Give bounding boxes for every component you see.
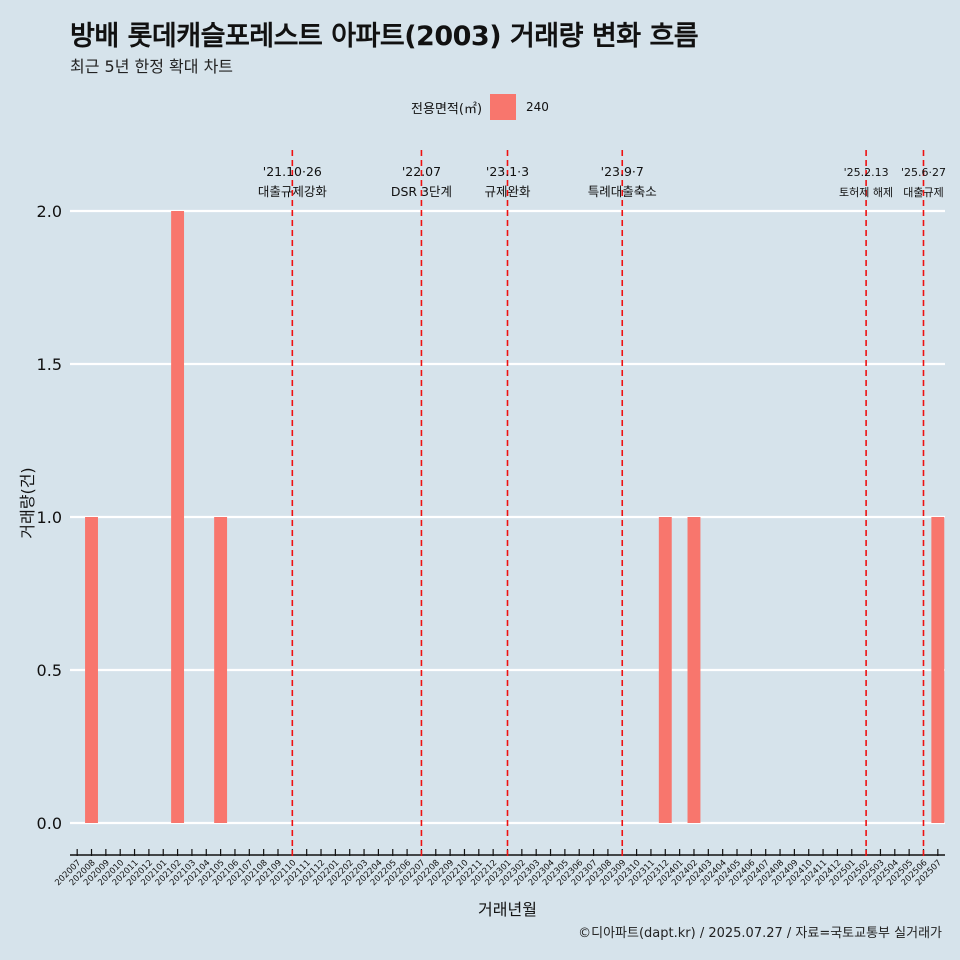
event-label: 특례대출축소 (588, 184, 657, 199)
event-date-label: '23.9·7 (601, 164, 644, 179)
event-label: 규제완화 (484, 184, 531, 199)
chart-title: 방배 롯데캐슬포레스트 아파트(2003) 거래량 변화 흐름 (70, 21, 699, 52)
event-date-label: '22.07 (402, 164, 441, 179)
source-caption: ©디아파트(dapt.kr) / 2025.07.27 / 자료=국토교통부 실… (578, 926, 942, 941)
event-label: 토허제 해제 (839, 185, 893, 199)
event-label: DSR 3단계 (391, 184, 452, 199)
legend-swatch (490, 94, 517, 120)
bar (687, 517, 701, 823)
y-axis-title: 거래량(건) (18, 467, 37, 538)
bar (931, 517, 945, 823)
bar (214, 517, 228, 823)
bar (171, 211, 185, 823)
x-axis-title: 거래년월 (478, 900, 537, 919)
event-date-label: '25.6·27 (901, 166, 946, 179)
y-tick-label: 2.0 (37, 202, 62, 221)
legend-label: 240 (526, 100, 549, 114)
event-date-label: '23.1·3 (486, 164, 529, 179)
bar (85, 517, 98, 823)
y-tick-label: 1.5 (37, 355, 62, 374)
y-tick-label: 0.0 (37, 814, 62, 833)
event-date-label: '21.10·26 (263, 164, 322, 179)
y-tick-label: 0.5 (37, 661, 62, 680)
bar (658, 517, 672, 823)
chart-subtitle: 최근 5년 한정 확대 차트 (70, 57, 234, 76)
event-label: 대출규제강화 (258, 184, 328, 199)
event-date-label: '25.2.13 (844, 166, 889, 179)
legend-title: 전용면적(㎡) (411, 101, 483, 117)
event-label: 대출규제 (903, 186, 943, 199)
legend: 전용면적(㎡) 240 (0, 94, 960, 120)
y-tick-label: 1.0 (37, 508, 62, 527)
